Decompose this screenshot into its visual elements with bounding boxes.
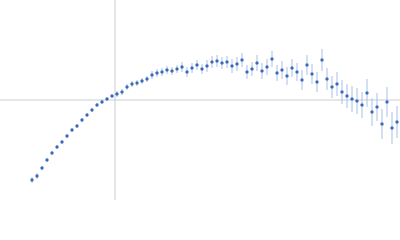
data-point bbox=[210, 60, 214, 64]
data-point bbox=[395, 120, 399, 124]
data-point bbox=[270, 57, 274, 61]
data-point bbox=[160, 70, 164, 74]
data-point bbox=[340, 90, 344, 94]
data-point bbox=[315, 80, 319, 84]
data-point bbox=[275, 71, 279, 75]
data-point bbox=[380, 122, 384, 126]
chart bbox=[0, 0, 400, 200]
data-point bbox=[385, 100, 389, 104]
data-point bbox=[50, 151, 54, 155]
data-point bbox=[220, 61, 224, 65]
data-point bbox=[245, 70, 249, 74]
data-point bbox=[145, 77, 149, 81]
data-point bbox=[300, 78, 304, 82]
data-point bbox=[40, 166, 44, 170]
data-point bbox=[320, 58, 324, 62]
data-point bbox=[205, 64, 209, 68]
data-point bbox=[45, 158, 49, 162]
data-point bbox=[130, 82, 134, 86]
data-point bbox=[195, 63, 199, 67]
data-point bbox=[375, 105, 379, 109]
data-point bbox=[80, 118, 84, 122]
data-point bbox=[370, 110, 374, 114]
data-point bbox=[150, 73, 154, 77]
data-point bbox=[140, 79, 144, 83]
data-point bbox=[70, 128, 74, 132]
data-point bbox=[30, 178, 34, 182]
data-point bbox=[360, 103, 364, 107]
data-point bbox=[285, 74, 289, 78]
data-point bbox=[105, 97, 109, 101]
data-point bbox=[55, 145, 59, 149]
data-point bbox=[65, 134, 69, 138]
data-point bbox=[165, 68, 169, 72]
data-point bbox=[35, 174, 39, 178]
data-point bbox=[200, 67, 204, 71]
data-point bbox=[100, 100, 104, 104]
data-point bbox=[280, 68, 284, 72]
data-point bbox=[310, 72, 314, 76]
data-point bbox=[250, 67, 254, 71]
data-point bbox=[330, 85, 334, 89]
data-point bbox=[135, 81, 139, 85]
data-point bbox=[390, 126, 394, 130]
data-point bbox=[175, 67, 179, 71]
data-point bbox=[125, 85, 129, 89]
data-point bbox=[290, 66, 294, 70]
data-point bbox=[240, 58, 244, 62]
data-point bbox=[230, 64, 234, 68]
data-point bbox=[60, 140, 64, 144]
data-point bbox=[170, 69, 174, 73]
data-point bbox=[95, 103, 99, 107]
data-point bbox=[235, 62, 239, 66]
data-point bbox=[215, 59, 219, 63]
data-point bbox=[185, 70, 189, 74]
data-point bbox=[355, 99, 359, 103]
data-point bbox=[190, 66, 194, 70]
data-point bbox=[225, 60, 229, 64]
data-point bbox=[180, 65, 184, 69]
data-point bbox=[325, 77, 329, 81]
data-point bbox=[345, 94, 349, 98]
data-point bbox=[260, 69, 264, 73]
data-point bbox=[265, 65, 269, 69]
data-point bbox=[365, 91, 369, 95]
data-point bbox=[85, 113, 89, 117]
data-point bbox=[115, 92, 119, 96]
data-point bbox=[255, 61, 259, 65]
data-point bbox=[295, 70, 299, 74]
data-point bbox=[90, 108, 94, 112]
data-point bbox=[110, 94, 114, 98]
data-point bbox=[350, 97, 354, 101]
data-point bbox=[155, 71, 159, 75]
data-point bbox=[75, 124, 79, 128]
data-point bbox=[335, 82, 339, 86]
data-point bbox=[120, 90, 124, 94]
data-point bbox=[305, 63, 309, 67]
